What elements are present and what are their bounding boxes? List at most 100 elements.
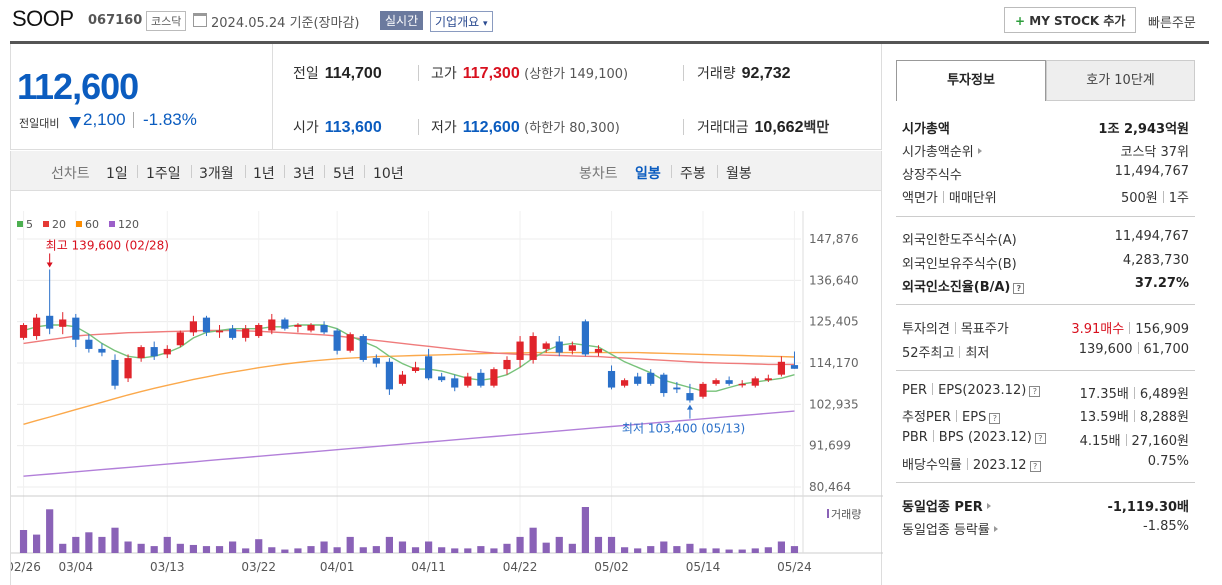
high-label: 고가: [431, 66, 457, 82]
volume-bar: [320, 541, 328, 553]
shares-value: 11,494,767: [1114, 164, 1189, 179]
divider: [1133, 410, 1135, 422]
candle-body: [516, 341, 524, 360]
divider: [245, 165, 246, 178]
par-value: 500원: [1120, 191, 1158, 206]
candle-body: [673, 387, 681, 390]
rank-label-link[interactable]: 시가총액순위: [902, 141, 982, 160]
volume-label: 거래량: [831, 508, 861, 521]
volume-bar: [176, 543, 184, 553]
divider: [418, 119, 419, 135]
volume-bar: [242, 548, 250, 553]
candle-body: [176, 332, 184, 346]
period-1y[interactable]: 1년: [253, 166, 275, 182]
quick-order-link[interactable]: 빠른주문: [1148, 16, 1196, 31]
volume-bar: [19, 530, 28, 553]
industry-change-value: -1.85%: [1143, 519, 1189, 534]
target-value: 156,909: [1135, 322, 1189, 337]
volume-bar: [46, 509, 54, 553]
industry-change-link[interactable]: 동일업종 등락률: [902, 519, 998, 538]
candle-body: [490, 369, 498, 386]
candle-daily[interactable]: 일봉: [635, 166, 661, 182]
per-value: 17.35배: [1079, 387, 1129, 402]
triangle-right-icon: [977, 148, 982, 154]
divider: [1129, 322, 1131, 334]
candle-body: [46, 315, 54, 329]
opinion-label: 투자의견: [902, 322, 950, 337]
volume-bar: [751, 548, 759, 553]
candlestick-chart[interactable]: 147,876 136,640 125,405 114,170 102,935 91,69…: [6, 191, 883, 585]
period-1w[interactable]: 1주일: [146, 166, 181, 182]
chart-period-bar: 선차트 1일 1주일 3개월 1년 3년 5년 10년 봉차트 일봉 주봉 월봉: [10, 151, 882, 191]
high-annotation-arrow-head: [46, 262, 53, 268]
prev-close-label: 전일: [293, 66, 319, 82]
volume-bar: [33, 534, 41, 553]
volume-bar: [634, 548, 642, 553]
info-icon[interactable]: ?: [1029, 461, 1041, 472]
volume-bar: [202, 546, 211, 553]
industry-change-label: 동일업종 등락률: [902, 523, 990, 538]
price-summary-grid: 전일 114,700 고가 117,300 (상한가 149,100) 거래량 92,…: [272, 44, 882, 150]
high-value: 117,300: [462, 65, 520, 82]
divider: [896, 482, 1195, 483]
foreign-rate-label: 외국인소진율(B/A): [902, 280, 1011, 295]
period-1d[interactable]: 1일: [106, 166, 128, 182]
info-icon[interactable]: ?: [989, 413, 1001, 424]
open-label: 시가: [293, 120, 319, 136]
volume-bar: [137, 543, 145, 553]
divider: [932, 430, 934, 442]
dividend-label: 배당수익률: [902, 458, 962, 473]
candle-body: [372, 358, 380, 364]
volume-bar: [464, 548, 472, 553]
volume-bar: [385, 536, 393, 553]
tab-investment-info[interactable]: 투자정보: [896, 60, 1046, 101]
tab-order-book[interactable]: 호가 10단계: [1046, 60, 1195, 101]
company-overview-dropdown[interactable]: 기업개요 ▾: [430, 11, 493, 32]
stock-chart[interactable]: 147,876 136,640 125,405 114,170 102,935 91,69…: [6, 191, 883, 585]
bps-value: 27,160원: [1131, 434, 1189, 449]
volume-bar: [398, 541, 407, 553]
industry-per-link[interactable]: 동일업종 PER: [902, 496, 991, 515]
legend-swatch: [109, 221, 115, 227]
info-icon[interactable]: ?: [1034, 433, 1046, 444]
candle-body: [59, 319, 67, 327]
candle-monthly[interactable]: 월봉: [726, 166, 752, 182]
candle-body: [346, 334, 354, 351]
period-5y[interactable]: 5년: [333, 166, 355, 182]
period-3y[interactable]: 3년: [293, 166, 315, 182]
par-label: 액면가: [902, 191, 938, 206]
x-tick-label: 05/24: [777, 560, 812, 574]
volume-bar: [529, 527, 537, 553]
divider: [954, 322, 956, 334]
candle-body: [33, 317, 41, 337]
listed-shares-row: 상장주식수 11,494,767: [902, 164, 1189, 186]
week52-row: 52주최고 최저 139,600 61,700: [902, 342, 1189, 364]
stock-code: 067160: [88, 13, 143, 28]
industry-per-value: -1,119.30배: [1107, 500, 1189, 515]
candle-body: [764, 378, 772, 381]
volume-bar: [686, 543, 694, 553]
divider: [133, 112, 134, 128]
open-value: 113,600: [324, 119, 382, 136]
realtime-button[interactable]: 실시간: [380, 11, 424, 30]
stock-header: SOOP 067160 코스닥 2024.05.24 기준(장마감) 실시간 기…: [0, 0, 1222, 44]
period-10y[interactable]: 10년: [373, 166, 404, 182]
volume-bar: [163, 536, 171, 553]
period-3m[interactable]: 3개월: [199, 166, 234, 182]
volume-bar: [673, 546, 681, 553]
legend-label: 5: [26, 218, 33, 231]
candle-weekly[interactable]: 주봉: [680, 166, 706, 182]
candle-body: [333, 330, 341, 351]
info-icon[interactable]: ?: [1029, 386, 1041, 397]
divider: [1137, 342, 1139, 354]
candle-body: [725, 380, 733, 384]
info-icon[interactable]: ?: [1013, 283, 1025, 294]
ma20-line: [23, 329, 795, 366]
calendar-icon: [193, 13, 207, 27]
candle-body: [202, 317, 211, 333]
volume-bar: [647, 546, 655, 553]
low-annotation: 최저 103,400 (05/13): [622, 422, 745, 436]
candle-body: [790, 365, 799, 369]
legend-swatch: [17, 221, 23, 227]
add-mystock-button[interactable]: + MY STOCK 추가: [1004, 7, 1137, 33]
